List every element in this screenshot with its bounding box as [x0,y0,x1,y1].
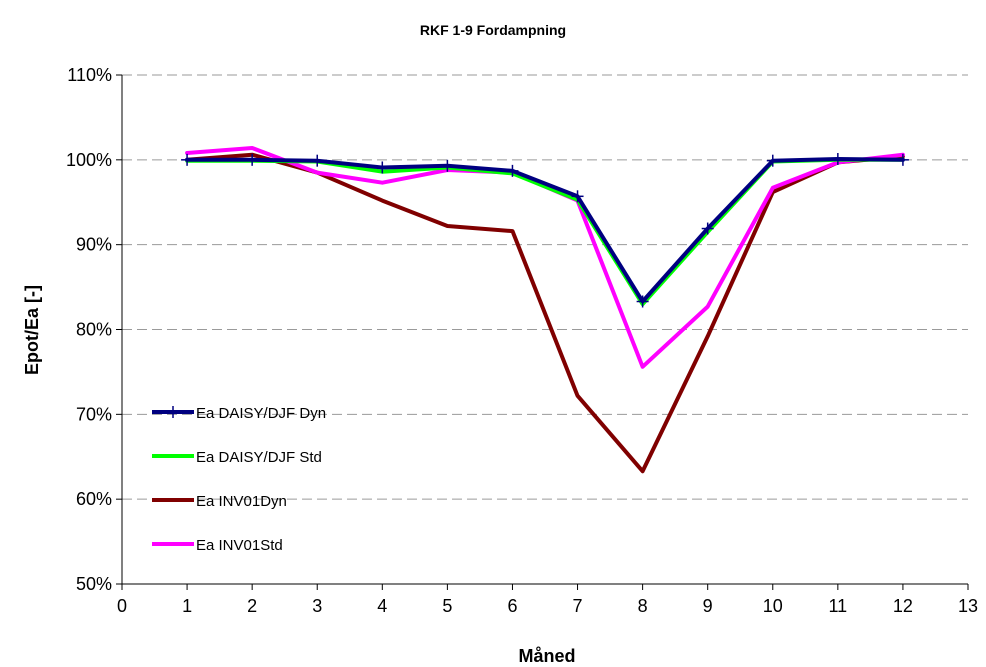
data-point [311,154,324,167]
data-point [766,154,779,167]
legend-item: Ea INV01Std [152,537,283,554]
y-tick-labels: 50% 60% 70% 80% 90% 100% 110% [66,65,112,594]
legend-label: Ea INV01Std [196,537,283,554]
x-tick-label: 13 [958,596,978,616]
y-tick-label: 80% [76,320,112,340]
legend-label: Ea DAISY/DJF Std [196,449,322,466]
series-line [185,152,905,474]
data-point [376,161,389,174]
x-tick-label: 8 [638,596,648,616]
x-tick-label: 3 [312,596,322,616]
data-point [831,152,844,165]
data-point [441,159,454,172]
y-tick-label: 110% [67,65,112,85]
axes [116,74,969,590]
legend-label: Ea INV01Dyn [196,493,287,510]
x-tick-label: 7 [573,596,583,616]
y-axis-label: Epot/Ea [-] [22,285,42,375]
legend: Ea DAISY/DJF Dyn Ea DAISY/DJF Std Ea INV01… [152,405,326,554]
data-point [571,190,584,203]
y-tick-label: 70% [76,404,112,424]
data-point [896,153,909,166]
x-tick-label: 5 [442,596,452,616]
legend-label: Ea DAISY/DJF Dyn [196,405,326,422]
series-line [185,146,905,369]
x-tick-label: 0 [117,596,127,616]
x-tick-label: 12 [893,596,913,616]
data-point [701,222,714,235]
legend-item: Ea INV01Dyn [152,493,287,510]
y-tick-label: 50% [76,574,112,594]
data-point [181,153,194,166]
x-tick-label: 10 [763,596,783,616]
x-tick-label: 11 [829,596,848,616]
x-axis-label: Måned [518,646,575,666]
x-tick-labels: 0 1 2 3 4 5 6 7 8 9 10 11 12 13 [117,596,978,616]
legend-item: Ea DAISY/DJF Dyn [152,405,326,422]
chart-title: RKF 1-9 Fordampning [420,22,566,38]
x-tick-label: 6 [507,596,517,616]
y-tick-label: 100% [66,150,112,170]
x-tick-label: 1 [182,596,192,616]
y-tick-label: 90% [76,235,112,255]
series-lines [181,146,909,474]
x-tick-label: 4 [377,596,387,616]
x-tick-label: 9 [703,596,713,616]
data-point [246,153,259,166]
series-line [185,157,905,304]
data-point [506,164,519,177]
x-tick-label: 2 [247,596,257,616]
y-tick-label: 60% [76,489,112,509]
legend-item: Ea DAISY/DJF Std [152,449,322,466]
grid-lines [122,74,968,500]
data-point [636,295,649,308]
